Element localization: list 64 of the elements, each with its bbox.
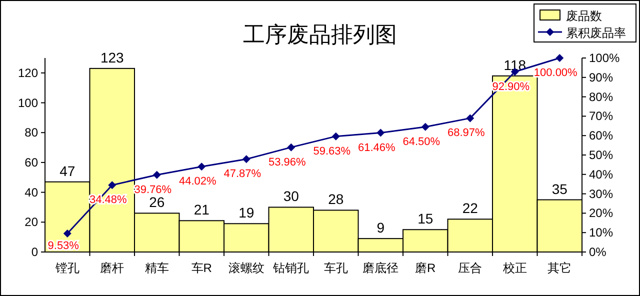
legend-label: 累积废品率 [566,26,626,40]
point [63,230,72,238]
chart-title: 工序废品排列图 [243,22,397,47]
y-tick-label: 60 [24,155,38,170]
y2-tick-label: 50% [589,148,614,162]
y2-tick-label: 30% [589,186,614,201]
data-label: 21 [194,202,210,218]
y2-tick-label: 10% [589,226,614,240]
point [198,162,206,171]
y-tick-label: 20 [24,215,38,230]
y2-tick-label: 40% [589,167,614,182]
y2-tick-label: 100% [589,51,620,65]
data-label: 53.96% [268,156,306,168]
data-label: 15 [418,210,434,227]
data-label: 28 [328,191,344,208]
point [108,181,116,190]
y2-tick-label: 60% [589,128,614,143]
y-tick-label: 0 [31,245,38,259]
y2-tick-label: 70% [589,109,614,124]
y-tick-label: 40 [24,185,38,200]
point [242,155,250,164]
x-tick-label: 其它 [548,261,572,275]
data-label: 19 [238,204,254,221]
data-label: 22 [462,200,478,216]
point [332,132,340,140]
y-tick-label: 100 [18,96,38,110]
y-tick-label: 80 [24,126,38,140]
data-label: 64.50% [402,136,440,148]
data-label: 47.87% [224,168,262,180]
x-tick-label: 车R [191,261,212,275]
data-label: 9.53% [48,240,80,252]
y2-tick-label: 90% [589,70,614,84]
data-label: 123 [100,49,124,66]
point [466,114,474,122]
x-tick-label: 精车 [144,261,169,275]
x-tick-label: 钻销孔 [272,261,310,275]
data-label: 47 [60,162,76,179]
legend-label: 废品数 [566,9,602,23]
x-tick-label: 镗孔 [54,261,80,275]
data-label: 44.02% [178,176,216,188]
y-tick-label: 120 [18,66,38,80]
x-tick-label: 滚螺纹 [228,261,264,275]
data-label: 59.63% [313,145,351,158]
x-tick-label: 压合 [458,261,482,275]
point [556,54,564,62]
y2-tick-label: 20% [589,206,614,220]
x-tick-label: 磨底径 [362,261,399,275]
data-label: 30 [283,188,300,204]
data-label: 68.97% [447,127,485,140]
y2-tick-label: 80% [589,90,614,104]
point [376,128,385,137]
x-tick-label: 磨杆 [100,261,124,275]
x-tick-label: 校正 [502,261,527,275]
point [421,122,430,131]
point [287,143,296,152]
data-label: 100.00% [534,67,578,79]
data-label: 9 [376,220,385,236]
data-label: 35 [552,180,568,197]
y2-tick-label: 0% [589,245,607,259]
point [152,170,161,179]
data-label: 26 [149,194,165,210]
data-label: 61.46% [358,142,396,154]
x-tick-label: 车孔 [324,261,348,275]
x-tick-label: 磨R [415,261,436,275]
